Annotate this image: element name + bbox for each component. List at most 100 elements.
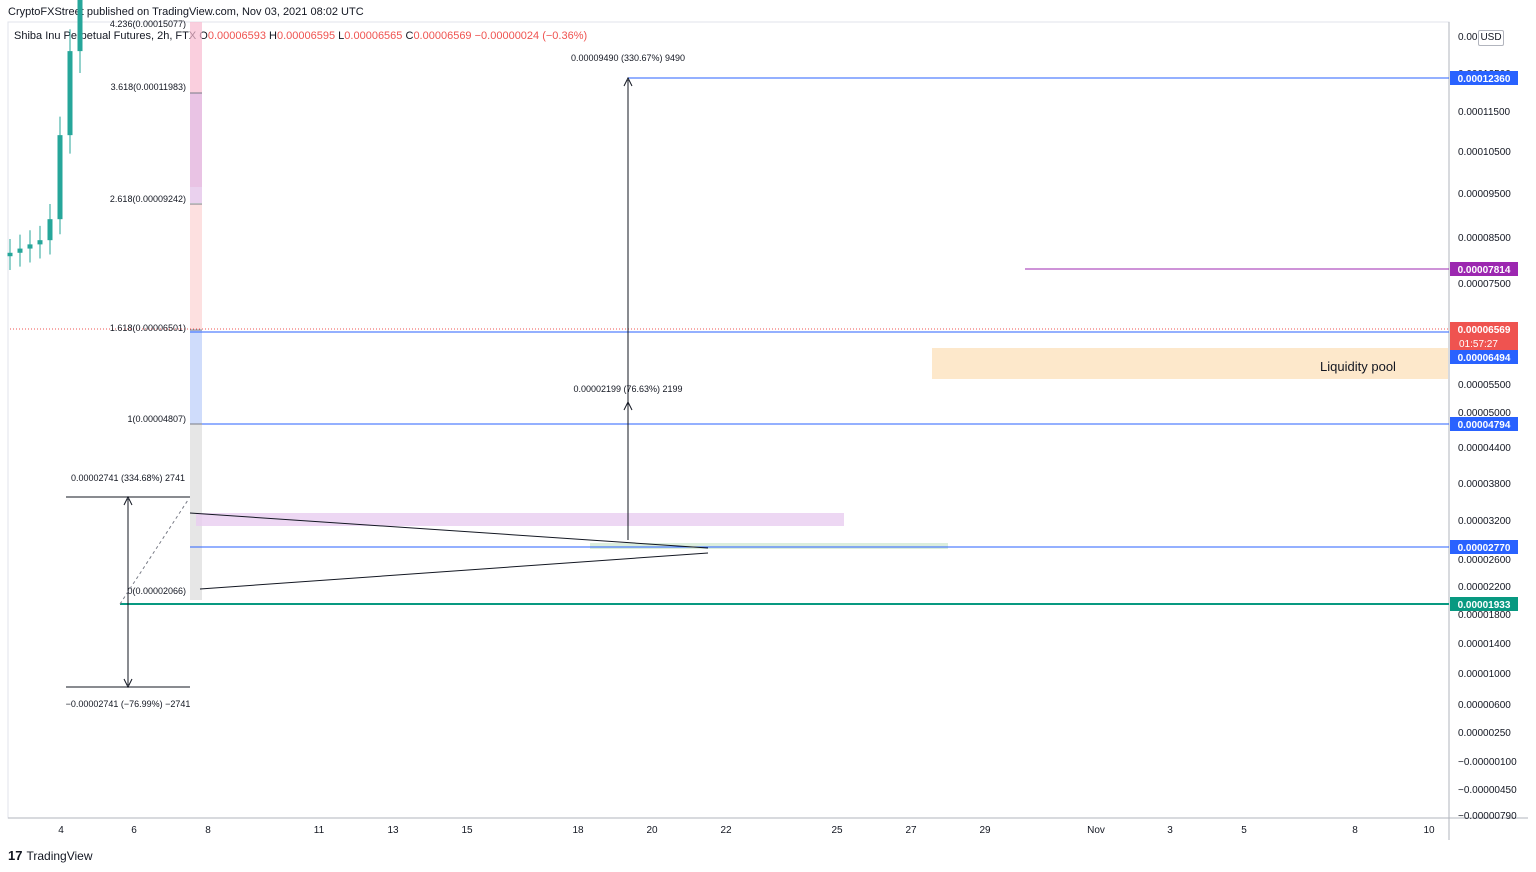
- y-tick-label: 0.00005500: [1458, 380, 1511, 391]
- high-label: H: [269, 30, 277, 42]
- price-tag: [1450, 417, 1518, 431]
- price-tag-countdown: 01:57:27: [1459, 339, 1498, 350]
- publisher-note: CryptoFXStreet published on TradingView.…: [8, 6, 364, 18]
- y-tick-label: 0.00011500: [1458, 107, 1511, 118]
- fib-level-label: 2.618(0.00009242): [110, 194, 186, 204]
- arrow-head-up-icon: [623, 400, 633, 411]
- price-tag-value: 0.00002770: [1458, 543, 1511, 554]
- y-tick-label: 0.00001000: [1458, 669, 1511, 680]
- x-tick-label: 18: [572, 825, 584, 836]
- fib-trend-line: [119, 499, 189, 605]
- candle-body[interactable]: [67, 51, 73, 136]
- y-tick-label: −0.00000100: [1458, 757, 1517, 768]
- x-tick-label: 6: [131, 825, 137, 836]
- price-tag: [1450, 262, 1518, 276]
- price-tag: [1450, 597, 1518, 611]
- measurement-label: 0.00002199 (76.63%) 2199: [573, 384, 682, 394]
- price-tag-value: 0.00006569: [1458, 325, 1511, 336]
- price-tag: [1450, 322, 1518, 350]
- fib-level-label: 3.618(0.00011983): [111, 82, 186, 92]
- x-tick-label: 5: [1241, 825, 1247, 836]
- symbol-legend: Shiba Inu Perpetual Futures, 2h, FTX O0.…: [14, 30, 587, 42]
- low-value: 0.00006565: [344, 30, 403, 42]
- x-tick-label: 22: [720, 825, 732, 836]
- x-tick-label: 10: [1423, 825, 1435, 836]
- triangle-upper-line[interactable]: [189, 512, 709, 549]
- candle-body[interactable]: [7, 252, 13, 257]
- candle-body[interactable]: [57, 135, 63, 220]
- fib-level-label: 4.236(0.00015077): [110, 19, 186, 29]
- y-tick-label: 0.00002200: [1458, 582, 1511, 593]
- support-zone[interactable]: [590, 543, 948, 549]
- fib-level-label: 0(0.00002066): [127, 586, 186, 596]
- x-tick-label: 25: [831, 825, 843, 836]
- x-tick-label: 8: [1352, 825, 1358, 836]
- triangle-lower-line[interactable]: [199, 552, 709, 590]
- y-tick-label: 0.00005000: [1458, 408, 1511, 419]
- tradingview-brand: TradingView: [26, 848, 93, 863]
- x-tick-label: Nov: [1087, 825, 1105, 836]
- candle-body[interactable]: [17, 248, 23, 253]
- high-value: 0.00006595: [276, 30, 336, 42]
- fib-zone-purple: [190, 93, 202, 203]
- y-tick-label: 0.00001400: [1458, 639, 1511, 650]
- x-tick-label: 13: [387, 825, 399, 836]
- liquidity-pool-label: Liquidity pool: [1320, 359, 1396, 374]
- x-tick-label: 20: [646, 825, 658, 836]
- fib-zone-red: [190, 204, 202, 329]
- symbol-name[interactable]: Shiba Inu Perpetual Futures, 2h, FTX: [14, 30, 197, 42]
- x-tick-label: 3: [1167, 825, 1173, 836]
- x-tick-label: 4: [58, 825, 64, 836]
- arrow-head-down-icon: [123, 678, 133, 689]
- chart-pane-border: [7, 21, 1450, 819]
- price-tag-value: 0.00007814: [1458, 265, 1511, 276]
- x-tick-label: 29: [979, 825, 991, 836]
- measurement-label: 0.00009490 (330.67%) 9490: [571, 53, 685, 63]
- y-tick-label: 0.00001800: [1458, 610, 1511, 621]
- arrow-head-up-icon: [123, 495, 133, 506]
- arrow-head-up-icon: [623, 76, 633, 87]
- y-tick-label: 0.00000250: [1458, 728, 1511, 739]
- y-tick-label: −0.00000790: [1458, 811, 1517, 822]
- tradingview-mark-icon: 17: [8, 848, 23, 863]
- y-tick-label: 0.00003800: [1458, 479, 1511, 490]
- liquidity-pool-zone[interactable]: [932, 348, 1448, 379]
- y-tick-label: 0.00003200: [1458, 516, 1511, 527]
- open-label: O: [199, 30, 208, 42]
- measurement-label: −0.00002741 (−76.99%) −2741: [66, 699, 191, 709]
- y-tick-label: 0.00004400: [1458, 443, 1511, 454]
- price-tag-value: 0.00004794: [1458, 420, 1511, 431]
- open-value: 0.00006593: [207, 30, 266, 42]
- price-tag-value: 0.00012360: [1458, 74, 1511, 85]
- x-tick-label: 11: [314, 825, 325, 836]
- measurement-label: 0.00002741 (334.68%) 2741: [71, 473, 185, 483]
- y-tick-label: 0.00000600: [1458, 700, 1511, 711]
- x-tick-label: 8: [205, 825, 211, 836]
- close-value: 0.00006569: [413, 30, 472, 42]
- resistance-zone[interactable]: [196, 513, 844, 526]
- price-tag-value: 0.00006494: [1458, 353, 1511, 364]
- fib-level-label: 1(0.00004807): [127, 414, 186, 424]
- candle-body[interactable]: [77, 0, 83, 52]
- currency-button[interactable]: USD: [1478, 30, 1504, 46]
- price-tag: [1450, 71, 1518, 85]
- y-tick-label: 0.00002600: [1458, 555, 1511, 566]
- candle-body[interactable]: [27, 244, 33, 249]
- fib-zone-blue: [190, 330, 202, 424]
- close-label: C: [405, 30, 414, 42]
- change-value: −0.00000024 (−0.36%): [474, 30, 588, 42]
- candle-body[interactable]: [47, 219, 53, 241]
- y-tick-label: −0.00000450: [1458, 785, 1517, 796]
- y-tick-label: 0.00007500: [1458, 279, 1511, 290]
- price-tag-value: 0.00001933: [1458, 600, 1511, 611]
- fib-zone-grey: [190, 424, 202, 600]
- tradingview-logo[interactable]: 17 TradingView: [8, 848, 93, 863]
- candle-body[interactable]: [37, 240, 43, 245]
- price-tag: [1450, 540, 1518, 554]
- x-tick-label: 27: [905, 825, 917, 836]
- fib-level-label: 1.618(0.00006501): [110, 323, 186, 333]
- y-tick-label: 0.00: [1458, 32, 1478, 43]
- price-tag: [1450, 350, 1518, 364]
- y-tick-label: 0.00008500: [1458, 233, 1511, 244]
